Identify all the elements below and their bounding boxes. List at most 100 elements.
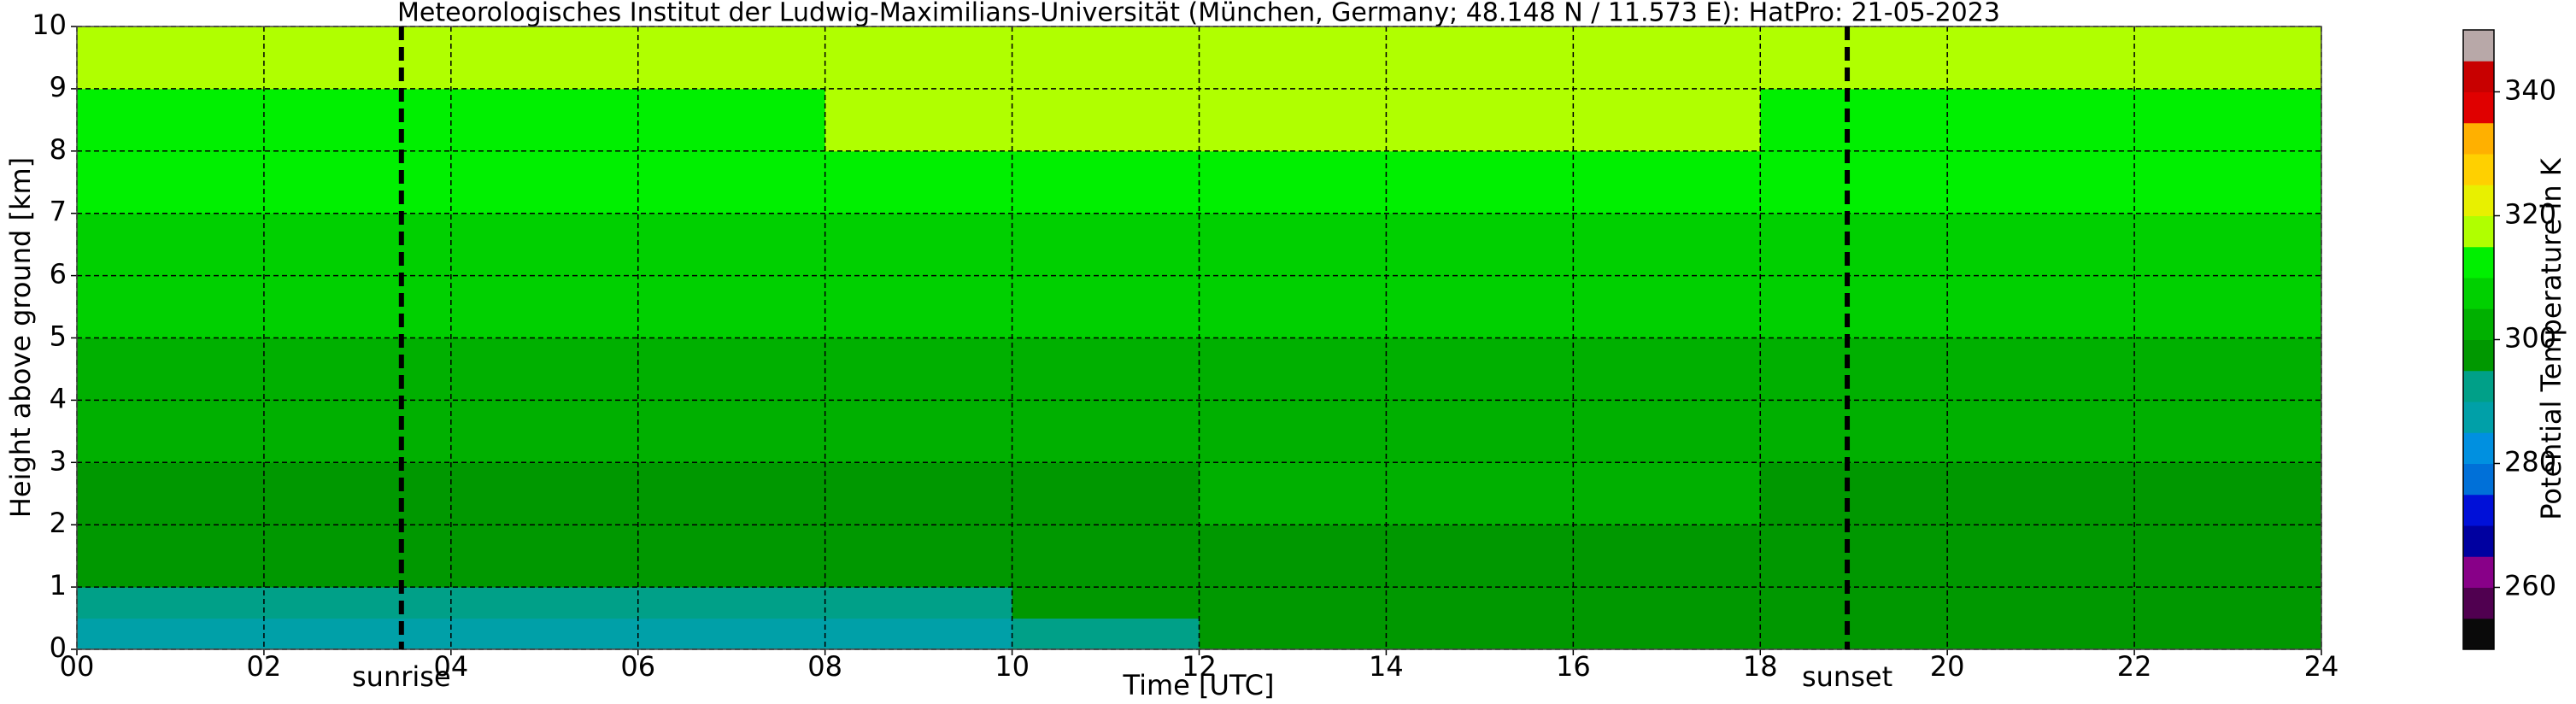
heatmap-cell <box>1947 275 2135 338</box>
heatmap-cell <box>2134 337 2322 401</box>
colorbar-patch <box>2463 432 2494 464</box>
heatmap-cell <box>77 462 265 525</box>
colorbar-tick-label: 300 <box>2504 322 2556 355</box>
heatmap-cell <box>1760 337 1948 401</box>
heatmap-cell <box>2134 88 2322 152</box>
x-tick-label: 16 <box>1556 650 1591 683</box>
x-tick-label: 22 <box>2117 650 2152 683</box>
x-tick-label: 18 <box>1743 650 1778 683</box>
colorbar-tick-label: 280 <box>2504 446 2556 478</box>
heatmap-cell <box>1573 26 1761 90</box>
heatmap-cell <box>450 150 639 214</box>
y-tick-label: 1 <box>50 569 67 601</box>
heatmap-cell <box>1199 525 1387 588</box>
heatmap-cell <box>1199 213 1387 277</box>
colorbar-patch <box>2463 122 2494 155</box>
heatmap-cell <box>263 618 452 650</box>
colorbar-patch <box>2463 246 2494 279</box>
heatmap-cell <box>77 275 265 338</box>
heatmap-cell <box>1199 275 1387 338</box>
heatmap-cell <box>450 525 639 588</box>
heatmap-cell <box>1947 88 2135 152</box>
heatmap-cell <box>637 525 826 588</box>
heatmap-cell <box>1386 150 1574 214</box>
heatmap-cell <box>1573 525 1761 588</box>
heatmap-cell <box>450 88 639 152</box>
heatmap-cell <box>1386 462 1574 525</box>
colorbar-label: Potential Temperature in K <box>2535 157 2567 520</box>
heatmap-cell <box>1760 88 1948 152</box>
heatmap-cell <box>1199 587 1387 619</box>
heatmap-cell <box>1573 88 1761 152</box>
colorbar-patch <box>2463 339 2494 372</box>
colorbar-patch <box>2463 618 2494 650</box>
x-axis-label: Time [UTC] <box>1123 669 1275 701</box>
heatmap-cell <box>77 26 265 90</box>
heatmap-cell <box>77 400 265 463</box>
heatmap-cell <box>637 462 826 525</box>
heatmap-cell <box>263 525 452 588</box>
x-tick-label: 14 <box>1369 650 1404 683</box>
heatmap-cell <box>1573 337 1761 401</box>
heatmap-cell <box>824 587 1013 619</box>
heatmap-cell <box>1760 150 1948 214</box>
heatmap-cell <box>1012 150 1200 214</box>
colorbar-patch <box>2463 91 2494 124</box>
heatmap-cell <box>1386 337 1574 401</box>
heatmap-cell <box>1012 587 1200 619</box>
colorbar-patch <box>2463 308 2494 340</box>
heatmap-cell <box>77 587 265 619</box>
heatmap-cell <box>824 213 1013 277</box>
heatmap-cell <box>1199 400 1387 463</box>
y-tick-label: 9 <box>50 71 67 103</box>
heatmap-cell <box>1947 213 2135 277</box>
heatmap-cell <box>1573 618 1761 650</box>
heatmap-cell <box>1386 275 1574 338</box>
heatmap-cell <box>824 618 1013 650</box>
heatmap-cell <box>1947 400 2135 463</box>
heatmap-cell <box>824 400 1013 463</box>
heatmap-cell <box>1012 88 1200 152</box>
heatmap-cell <box>1012 462 1200 525</box>
heatmap-cell <box>824 150 1013 214</box>
heatmap-cell <box>1012 337 1200 401</box>
heatmap-cell <box>1573 275 1761 338</box>
heatmap-cell <box>77 525 265 588</box>
heatmap-cell <box>637 400 826 463</box>
heatmap-cell <box>1012 275 1200 338</box>
heatmap-cell <box>263 337 452 401</box>
heatmap-cell <box>2134 275 2322 338</box>
heatmap-cell <box>637 150 826 214</box>
heatmap-cell <box>450 462 639 525</box>
colorbar-patch <box>2463 215 2494 248</box>
heatmap-cell <box>77 88 265 152</box>
heatmap-cell <box>1012 26 1200 90</box>
heatmap-cell <box>1199 337 1387 401</box>
heatmap-cell <box>77 150 265 214</box>
y-tick-label: 10 <box>32 9 67 41</box>
colorbar-patch <box>2463 402 2494 433</box>
colorbar-patch <box>2463 61 2494 92</box>
heatmap-cell <box>1573 462 1761 525</box>
plot-frame <box>76 26 2322 650</box>
x-tick-label: 20 <box>1930 650 1965 683</box>
heatmap-cell <box>1012 618 1200 650</box>
x-tick-label: 00 <box>60 650 95 683</box>
heatmap-cell <box>1012 525 1200 588</box>
heatmap-cell <box>1199 88 1387 152</box>
colorbar-patch <box>2463 556 2494 588</box>
heatmap-cell <box>637 26 826 90</box>
heatmap-cell <box>1760 618 1948 650</box>
colorbar-patch <box>2463 463 2494 496</box>
heatmap-cell <box>1760 275 1948 338</box>
y-tick-label: 4 <box>50 382 67 414</box>
heatmap-cell <box>263 587 452 619</box>
heatmap-cell <box>1947 525 2135 588</box>
heatmap-cell <box>1573 213 1761 277</box>
heatmap-cell <box>2134 26 2322 90</box>
heatmap-cell <box>1947 618 2135 650</box>
heatmap-cell <box>637 275 826 338</box>
heatmap-cell <box>824 88 1013 152</box>
heatmap-cell <box>2134 213 2322 277</box>
